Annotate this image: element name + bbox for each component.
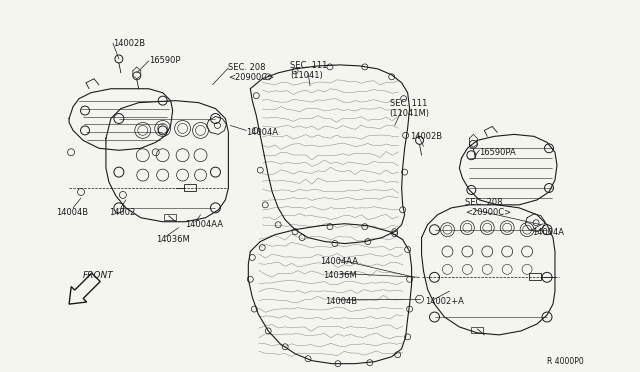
Text: 14036M: 14036M [323,271,356,280]
Text: 16590P: 16590P [148,56,180,65]
Bar [471,327,483,333]
Text: 14002: 14002 [109,208,135,217]
Text: SEC. 111: SEC. 111 [390,99,427,108]
Text: <20900C>: <20900C> [228,73,275,82]
Text: SEC. 111: SEC. 111 [290,61,328,70]
Text: 14002+A: 14002+A [426,297,465,306]
Text: 14004AA: 14004AA [186,220,223,229]
Text: <20900C>: <20900C> [465,208,511,217]
Text: 14004B: 14004B [56,208,88,217]
Text: 14004A: 14004A [532,228,564,237]
Text: (11041): (11041) [290,71,323,80]
Text: 16590PA: 16590PA [479,148,516,157]
Bar [164,214,175,220]
Text: SEC. 208: SEC. 208 [228,63,266,72]
Text: (11041M): (11041M) [390,109,429,118]
Text: R 4000P0: R 4000P0 [547,357,584,366]
Text: 14004A: 14004A [246,128,278,137]
Bar [184,184,196,191]
Text: 14036M: 14036M [156,235,189,244]
Text: 14004AA: 14004AA [320,257,358,266]
Bar [529,273,541,280]
Text: FRONT: FRONT [83,271,114,280]
Text: 14002B: 14002B [410,132,442,141]
Text: 14002B: 14002B [113,39,145,48]
Text: 14004B: 14004B [325,297,357,306]
Text: SEC. 208: SEC. 208 [465,198,503,207]
